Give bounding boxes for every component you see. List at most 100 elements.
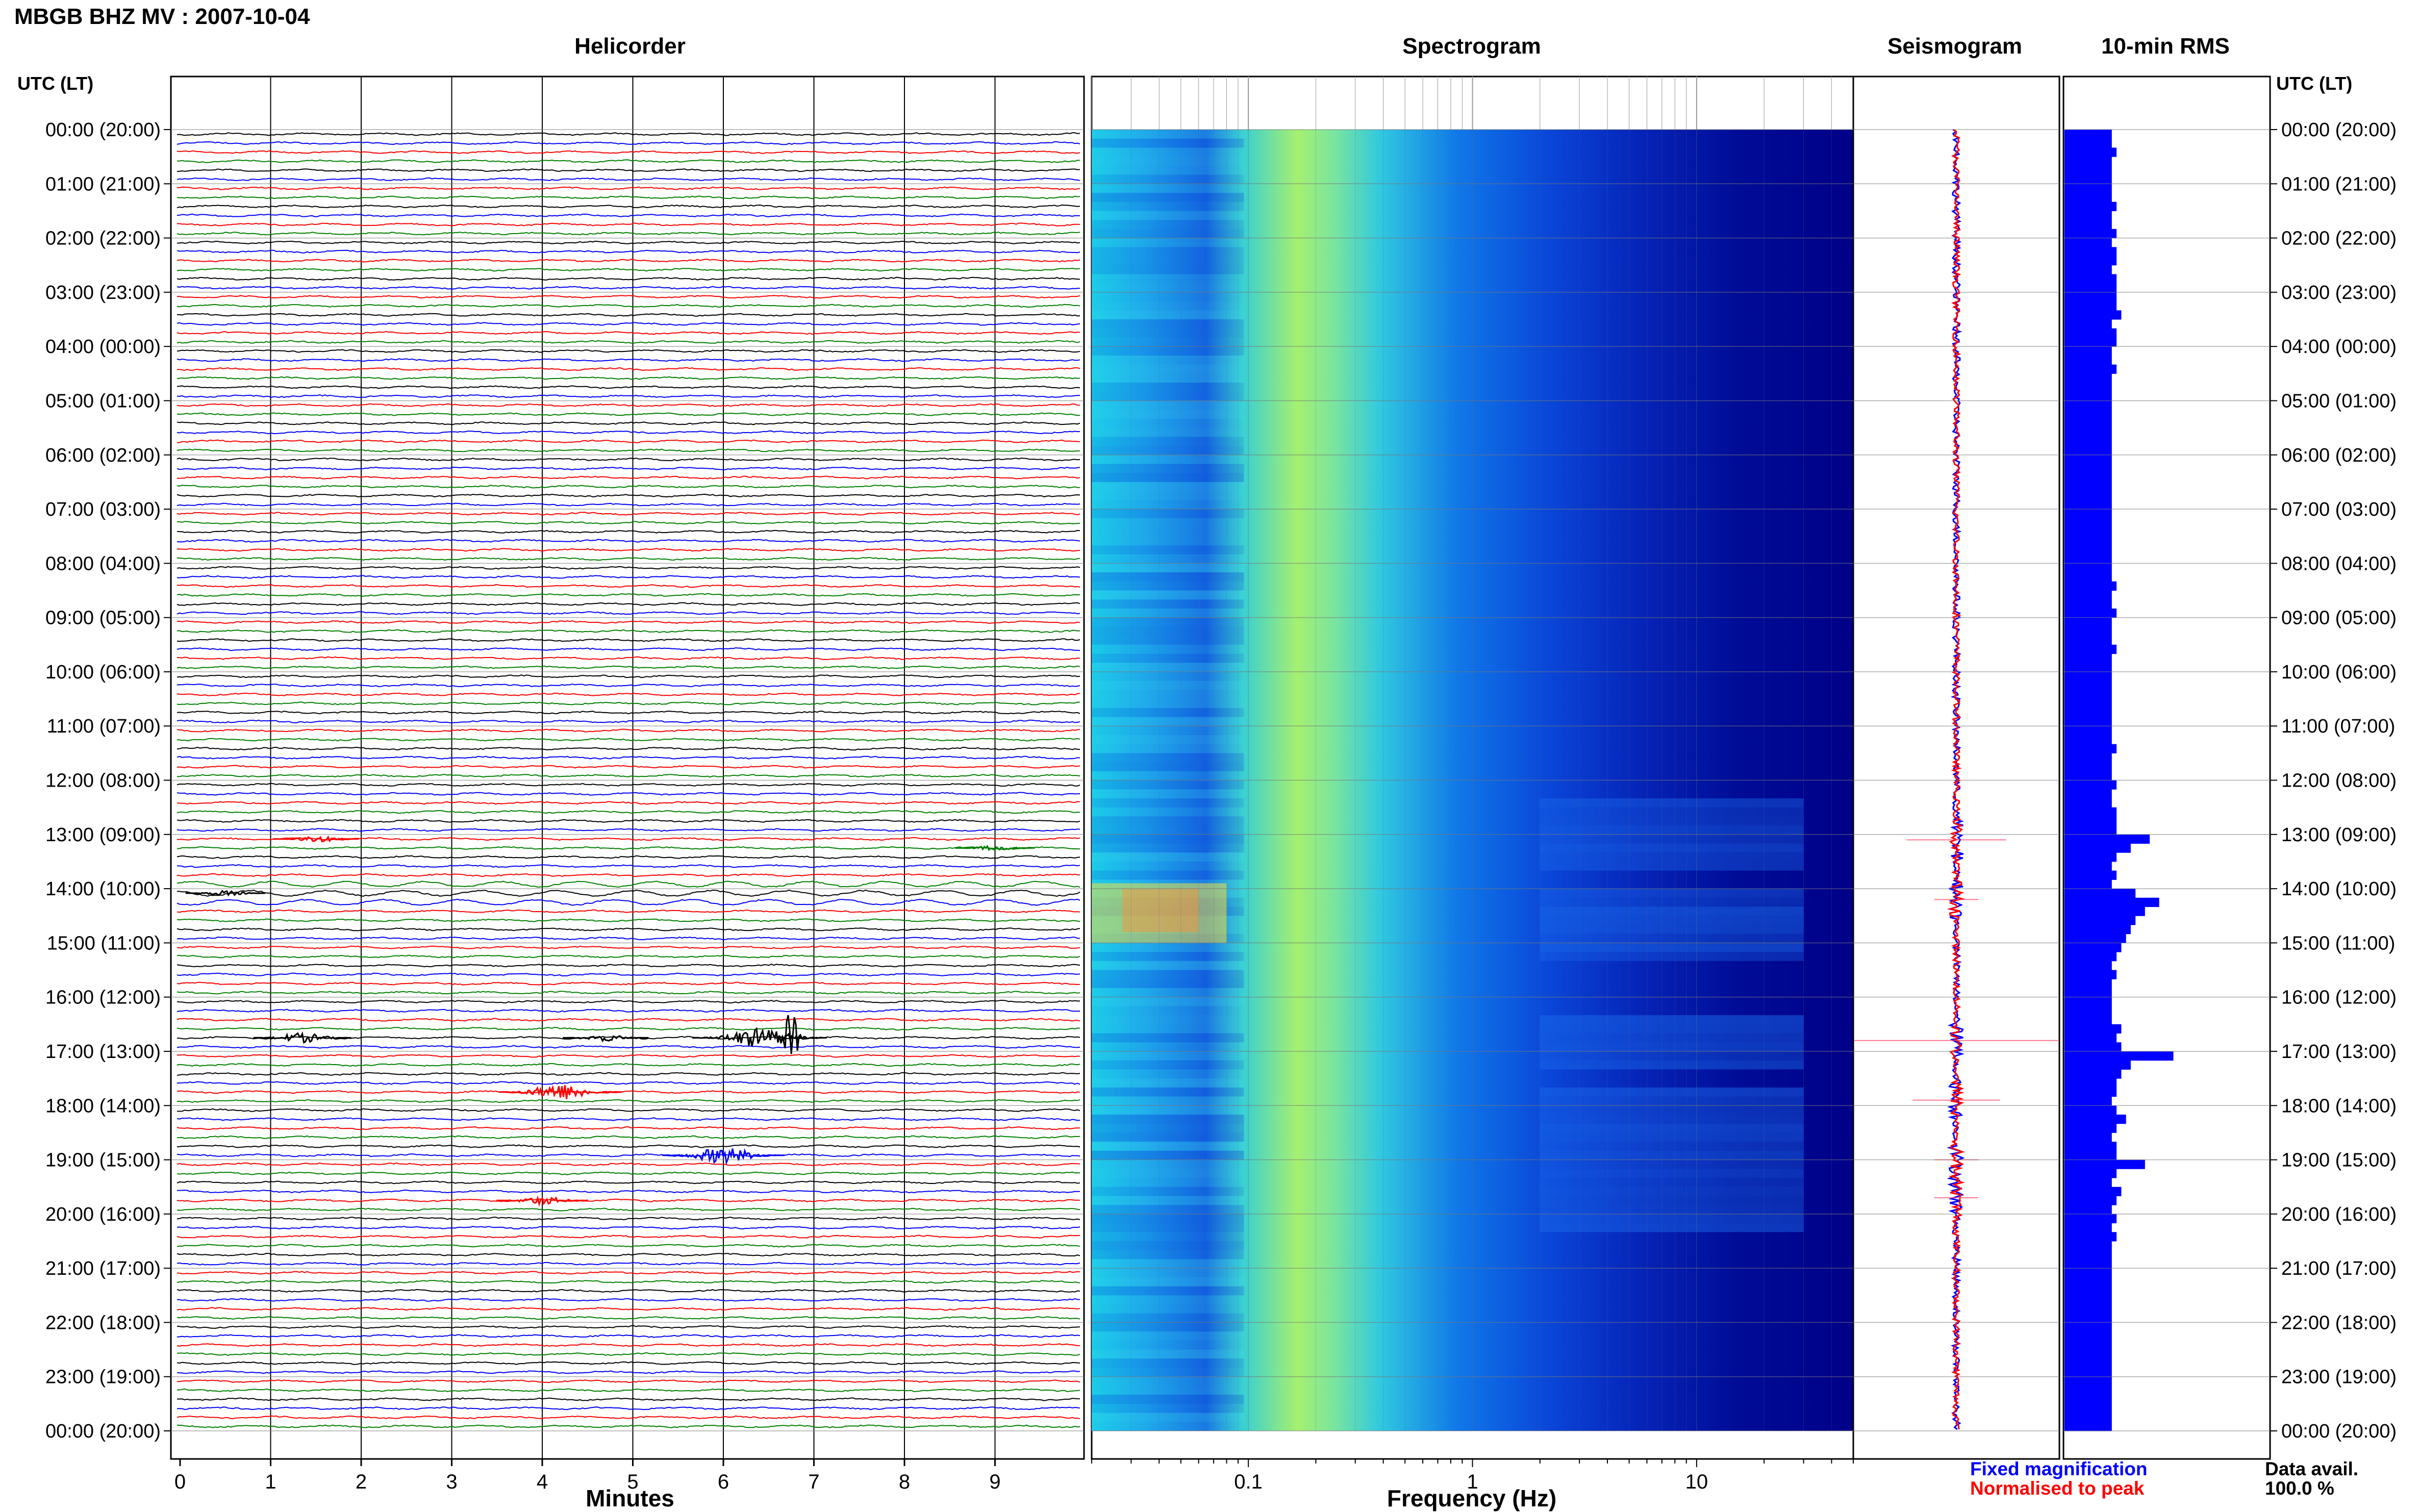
rms-bar: [2064, 400, 2112, 410]
spectrogram-row-band: [1092, 157, 1244, 166]
rms-bar: [2064, 735, 2112, 745]
helicorder-trace: [177, 936, 1080, 941]
helicorder-trace: [177, 1361, 1080, 1365]
spectrogram-row-band: [1092, 211, 1244, 220]
spectrogram-row-band: [1092, 780, 1244, 790]
left-time-label: 05:00 (01:00): [45, 390, 161, 412]
spectrogram-row-band: [1092, 852, 1244, 862]
rms-bar: [2064, 1232, 2117, 1242]
spectrogram-row-band: [1092, 391, 1244, 401]
helicorder-trace: [177, 837, 1080, 841]
right-time-label: 13:00 (09:00): [2281, 824, 2397, 846]
helicorder-trace: [177, 620, 1080, 624]
spectrogram-row-band: [1092, 337, 1244, 347]
spectrogram-activity-band: [1540, 861, 1804, 871]
rms-bar: [2064, 1169, 2117, 1178]
helicorder-trace: [177, 1244, 1080, 1248]
helicorder-trace: [177, 530, 1080, 534]
rms-bar: [2064, 527, 2112, 537]
spectrogram-row-band: [1092, 762, 1244, 771]
helicorder-trace: [177, 1072, 1080, 1076]
spectrogram-title: Spectrogram: [1402, 34, 1541, 59]
rms-bar: [2064, 681, 2112, 690]
spectrogram-row-band: [1092, 671, 1244, 681]
rms-panel: [2062, 75, 2271, 1460]
rms-bar: [2064, 997, 2112, 1006]
spectrogram-row-band: [1092, 1340, 1244, 1350]
helicorder-trace: [177, 873, 1080, 877]
right-time-label: 06:00 (02:00): [2281, 445, 2397, 466]
spectrogram-row-band: [1092, 663, 1244, 672]
spectrogram-row-band: [1092, 590, 1244, 600]
helicorder-trace: [177, 1325, 1080, 1329]
helicorder-trace: [177, 1144, 1080, 1148]
helicorder-trace: [177, 755, 1080, 760]
spectrogram-row-band: [1092, 292, 1244, 301]
helicorder-trace: [177, 728, 1080, 733]
rms-bar: [2064, 1358, 2112, 1368]
spectrogram-row-band: [1092, 229, 1244, 238]
rms-bar: [2064, 545, 2112, 555]
helicorder-x-tick-label: 3: [446, 1471, 457, 1493]
rms-bar: [2064, 1114, 2126, 1124]
spectrogram-row-band: [1092, 201, 1244, 211]
spectrogram-row-band: [1092, 220, 1244, 229]
helicorder-trace: [177, 493, 1080, 498]
spectrogram-activity-band: [1540, 807, 1804, 817]
rms-bar: [2064, 1196, 2117, 1205]
rms-bar: [2064, 952, 2117, 962]
rms-bar: [2064, 1223, 2112, 1232]
spectrogram-row-band: [1092, 238, 1244, 247]
spectrogram-row-band: [1092, 283, 1244, 292]
helicorder-x-tick-label: 2: [356, 1471, 367, 1493]
rms-bar: [2064, 455, 2112, 464]
helicorder-x-tick-label: 5: [627, 1471, 638, 1493]
spectrogram-x-tick-label: 1: [1467, 1471, 1478, 1493]
spectrogram-row-band: [1092, 1024, 1244, 1034]
spectrogram-activity-band: [1540, 816, 1804, 826]
helicorder-x-tick-label: 9: [989, 1471, 1000, 1493]
helicorder-trace: [177, 999, 1080, 1004]
spectrogram-row-band: [1092, 1033, 1244, 1043]
helicorder-trace: [177, 421, 1080, 425]
spectrogram-row-band: [1092, 383, 1244, 392]
spectrogram-row-band: [1092, 1160, 1244, 1169]
spectrogram-activity-band: [1540, 1150, 1804, 1160]
spectrogram-row-band: [1092, 997, 1244, 1006]
helicorder-trace: [177, 1045, 1080, 1049]
spectrogram-x-tick-label: 10: [1685, 1471, 1708, 1493]
rms-bar: [2064, 934, 2126, 943]
legend-normalised-to-peak: Normalised to peak: [1970, 1478, 2145, 1499]
spectrogram-activity-band: [1540, 1169, 1804, 1178]
helicorder-trace: [177, 674, 1080, 678]
spectrogram-row-band: [1092, 174, 1244, 184]
spectrogram-row-band: [1092, 545, 1244, 555]
helicorder-event-trace: [496, 1195, 588, 1207]
spectrogram-activity-band: [1540, 1214, 1804, 1223]
spectrogram-row-band: [1092, 807, 1244, 817]
helicorder-trace: [177, 964, 1080, 968]
spectrogram-activity-band: [1540, 1142, 1804, 1151]
right-time-label: 05:00 (01:00): [2281, 390, 2397, 412]
spectrogram-row-band: [1092, 636, 1244, 645]
rms-bar: [2064, 265, 2112, 274]
rms-bar: [2064, 1286, 2112, 1296]
spectrogram-row-band: [1092, 961, 1244, 970]
helicorder-trace: [177, 593, 1080, 597]
spectrogram-row-band: [1092, 527, 1244, 537]
spectrogram-activity-band: [1540, 1177, 1804, 1187]
rms-bar: [2064, 437, 2112, 446]
rms-bar: [2064, 229, 2117, 239]
right-time-label: 04:00 (00:00): [2281, 336, 2397, 358]
spectrogram-row-band: [1092, 825, 1244, 835]
rms-bar: [2064, 130, 2112, 139]
helicorder-trace: [177, 1307, 1080, 1311]
right-time-label: 02:00 (22:00): [2281, 228, 2397, 249]
rms-bar: [2064, 184, 2112, 193]
spectrogram-x-tick-label: 0.1: [1234, 1471, 1263, 1493]
spectrogram-row-band: [1092, 193, 1244, 202]
helicorder-trace: [177, 647, 1080, 651]
helicorder-trace: [177, 1343, 1080, 1347]
helicorder-trace: [177, 602, 1080, 606]
